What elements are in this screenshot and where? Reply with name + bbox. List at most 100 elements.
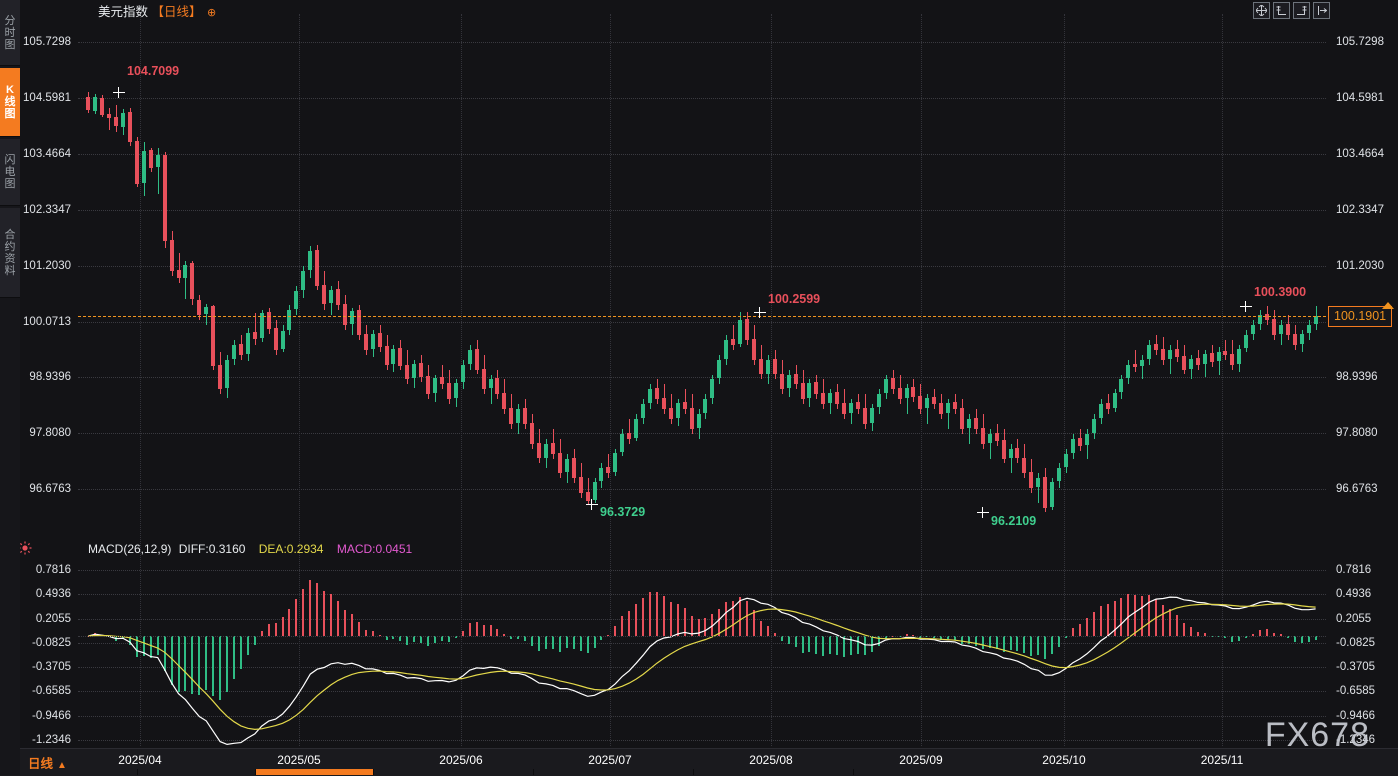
bottom-tab[interactable] — [256, 769, 374, 775]
macd-indicator-icon[interactable] — [18, 541, 32, 555]
macd-histogram-bar — [538, 635, 540, 651]
candle-body — [787, 374, 791, 389]
candle-body — [634, 418, 638, 438]
sidebar-tab-timeline[interactable]: 分时图 — [0, 0, 20, 66]
macd-gridline — [78, 739, 1326, 741]
candle-body — [544, 443, 548, 458]
macd-histogram-bar — [330, 593, 332, 636]
date-tick-label: 2025/11 — [1200, 753, 1244, 767]
candle-body — [523, 408, 527, 424]
macd-histogram-bar — [885, 635, 887, 639]
macd-histogram-bar — [282, 617, 284, 636]
candle-wick — [185, 260, 186, 300]
sidebar-label-char: K — [6, 84, 14, 96]
candle-body — [329, 289, 333, 304]
macd-histogram-bar — [767, 625, 769, 636]
price-annotation: 104.7099 — [127, 64, 180, 78]
footer-period-toggle[interactable]: 日线 ▲ — [28, 753, 67, 772]
candle-body — [495, 378, 499, 395]
candle-body — [911, 387, 915, 397]
macd-histogram-bar — [275, 622, 277, 636]
bottom-tab[interactable] — [20, 769, 138, 775]
candle-body — [918, 395, 922, 410]
macd-histogram-bar — [961, 635, 963, 644]
bottom-tab[interactable] — [138, 769, 256, 775]
macd-histogram-bar — [1100, 605, 1102, 636]
macd-histogram-bar — [1030, 635, 1032, 657]
macd-histogram-bar — [122, 635, 124, 640]
macd-histogram-bar — [1252, 633, 1254, 636]
sidebar-tab-contract-info[interactable]: 合约资料 — [0, 208, 20, 298]
candle-body — [884, 379, 888, 394]
macd-gridline — [78, 594, 1326, 596]
candle-wick — [629, 418, 630, 444]
macd-tick-label-right: 0.4936 — [1336, 588, 1372, 601]
current-price-tag[interactable]: 100.1901 — [1328, 305, 1393, 327]
macd-histogram-bar — [822, 635, 824, 657]
sidebar-tab-lightning[interactable]: 闪电图 — [0, 139, 20, 206]
settings-icon[interactable]: ⊕ — [207, 7, 217, 19]
candle-body — [842, 403, 846, 415]
bottom-tab[interactable] — [694, 769, 854, 775]
candle-body — [1314, 315, 1318, 325]
price-tick-label-right: 97.8080 — [1336, 427, 1378, 440]
macd-histogram-bar — [191, 635, 193, 694]
candle-wick — [733, 325, 734, 350]
bottom-tab-strip[interactable] — [0, 769, 1398, 775]
date-gridline — [921, 14, 922, 746]
macd-histogram-bar — [906, 633, 908, 636]
price-tick-label-right: 103.4664 — [1336, 147, 1384, 160]
macd-histogram-bar — [365, 629, 367, 636]
candle-body — [780, 373, 784, 390]
candle-body — [239, 343, 243, 355]
candle-body — [620, 433, 624, 452]
candle-body — [641, 404, 645, 418]
macd-histogram-bar — [1120, 597, 1122, 636]
candle-body — [710, 379, 714, 399]
price-annotation: 96.3729 — [600, 505, 646, 519]
candle-body — [322, 284, 326, 305]
candlestick-pane[interactable] — [78, 14, 1326, 524]
bottom-tab[interactable] — [374, 769, 534, 775]
candle-body — [461, 364, 465, 383]
sidebar-label-char: 时 — [4, 26, 16, 39]
macd-histogram-bar — [469, 622, 471, 636]
sidebar-label-char: 闪 — [4, 154, 16, 166]
candle-body — [357, 310, 361, 335]
axis-left-icon[interactable] — [1273, 2, 1290, 19]
candle-body — [86, 96, 90, 111]
candle-wick — [1038, 473, 1039, 503]
macd-gridline — [78, 642, 1326, 644]
macd-histogram-bar — [1127, 594, 1129, 636]
axis-right-icon[interactable] — [1293, 2, 1310, 19]
candle-body — [274, 328, 278, 350]
sidebar-label-char: 图 — [4, 178, 16, 190]
annotation-cross-marker — [754, 307, 766, 319]
candle-body — [93, 96, 97, 112]
macd-histogram-bar — [559, 635, 561, 652]
crosshair-icon[interactable] — [1253, 2, 1270, 19]
candle-body — [1279, 325, 1283, 334]
candle-body — [509, 408, 513, 424]
macd-histogram-bar — [912, 634, 914, 636]
candle-body — [849, 403, 853, 414]
macd-pane[interactable] — [78, 560, 1326, 746]
candle-body — [378, 332, 382, 348]
candle-body — [1050, 482, 1054, 507]
bottom-tab[interactable] — [534, 769, 694, 775]
macd-histogram-bar — [1093, 612, 1095, 636]
candle-body — [475, 348, 479, 370]
candle-body — [1119, 379, 1123, 393]
sidebar-label-char: 图 — [4, 38, 16, 51]
candle-body — [1196, 357, 1200, 365]
chart-title: 美元指数 【日线】 ⊕ — [98, 1, 216, 20]
candle-wick — [927, 394, 928, 424]
candle-body — [1002, 440, 1006, 459]
macd-tick-label-left: -0.9466 — [31, 709, 71, 722]
candle-body — [301, 270, 305, 290]
macd-tick-label-right: -0.0825 — [1336, 636, 1376, 649]
candle-body — [759, 358, 763, 375]
axis-shift-icon[interactable] — [1313, 2, 1330, 19]
